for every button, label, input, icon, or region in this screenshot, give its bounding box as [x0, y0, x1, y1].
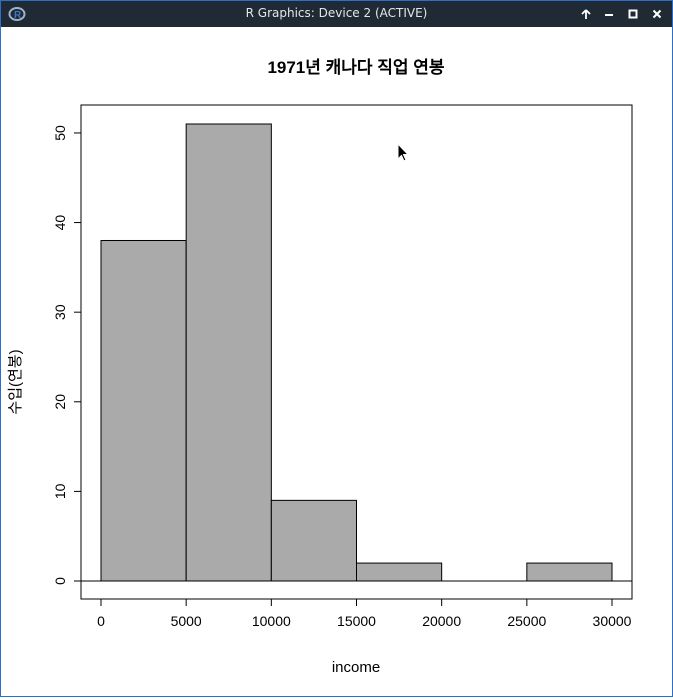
keep-above-icon[interactable] — [576, 4, 596, 24]
x-axis: 0 5000 10000 15000 20000 25000 30000 — [97, 598, 632, 629]
y-tick-label: 20 — [52, 394, 68, 410]
mouse-cursor-icon — [397, 142, 410, 162]
x-tick-label: 10000 — [252, 613, 291, 629]
x-tick-label: 30000 — [593, 613, 632, 629]
title-bar[interactable]: R R Graphics: Device 2 (ACTIVE) — [1, 1, 672, 27]
x-tick-label: 0 — [97, 613, 105, 629]
r-logo-icon: R — [8, 5, 26, 23]
close-icon[interactable] — [647, 4, 667, 24]
x-tick-label: 5000 — [171, 613, 202, 629]
x-tick-label: 15000 — [337, 613, 376, 629]
maximize-icon[interactable] — [623, 4, 643, 24]
minimize-icon[interactable] — [599, 4, 619, 24]
histogram-bar — [100, 239, 187, 582]
y-tick-label: 40 — [52, 215, 68, 231]
y-tick-label: 0 — [52, 577, 68, 585]
histogram-bar — [185, 123, 272, 582]
histogram-chart: 1971년 캐나다 직업 연봉 0 5000 10000 15000 20000 2500… — [7, 58, 633, 676]
window-title: R Graphics: Device 2 (ACTIVE) — [245, 6, 428, 20]
y-tick-label: 10 — [52, 483, 68, 499]
histogram-bar — [356, 562, 443, 582]
y-tick-label: 30 — [52, 304, 68, 320]
plot-area: 1971년 캐나다 직업 연봉 0 5000 10000 15000 20000 2500… — [2, 28, 673, 696]
x-tick-label: 20000 — [422, 613, 461, 629]
bars-group — [100, 123, 613, 582]
x-tick-label: 25000 — [507, 613, 546, 629]
y-axis: 0 10 20 30 40 50 — [52, 125, 82, 585]
x-axis-label: income — [332, 659, 380, 676]
histogram-bar — [526, 562, 613, 582]
svg-text:R: R — [14, 10, 22, 21]
chart-title: 1971년 캐나다 직업 연봉 — [267, 58, 444, 77]
y-axis-label: 수입(연봉) — [7, 349, 24, 414]
y-tick-label: 50 — [52, 125, 68, 141]
histogram-bar — [270, 499, 358, 582]
